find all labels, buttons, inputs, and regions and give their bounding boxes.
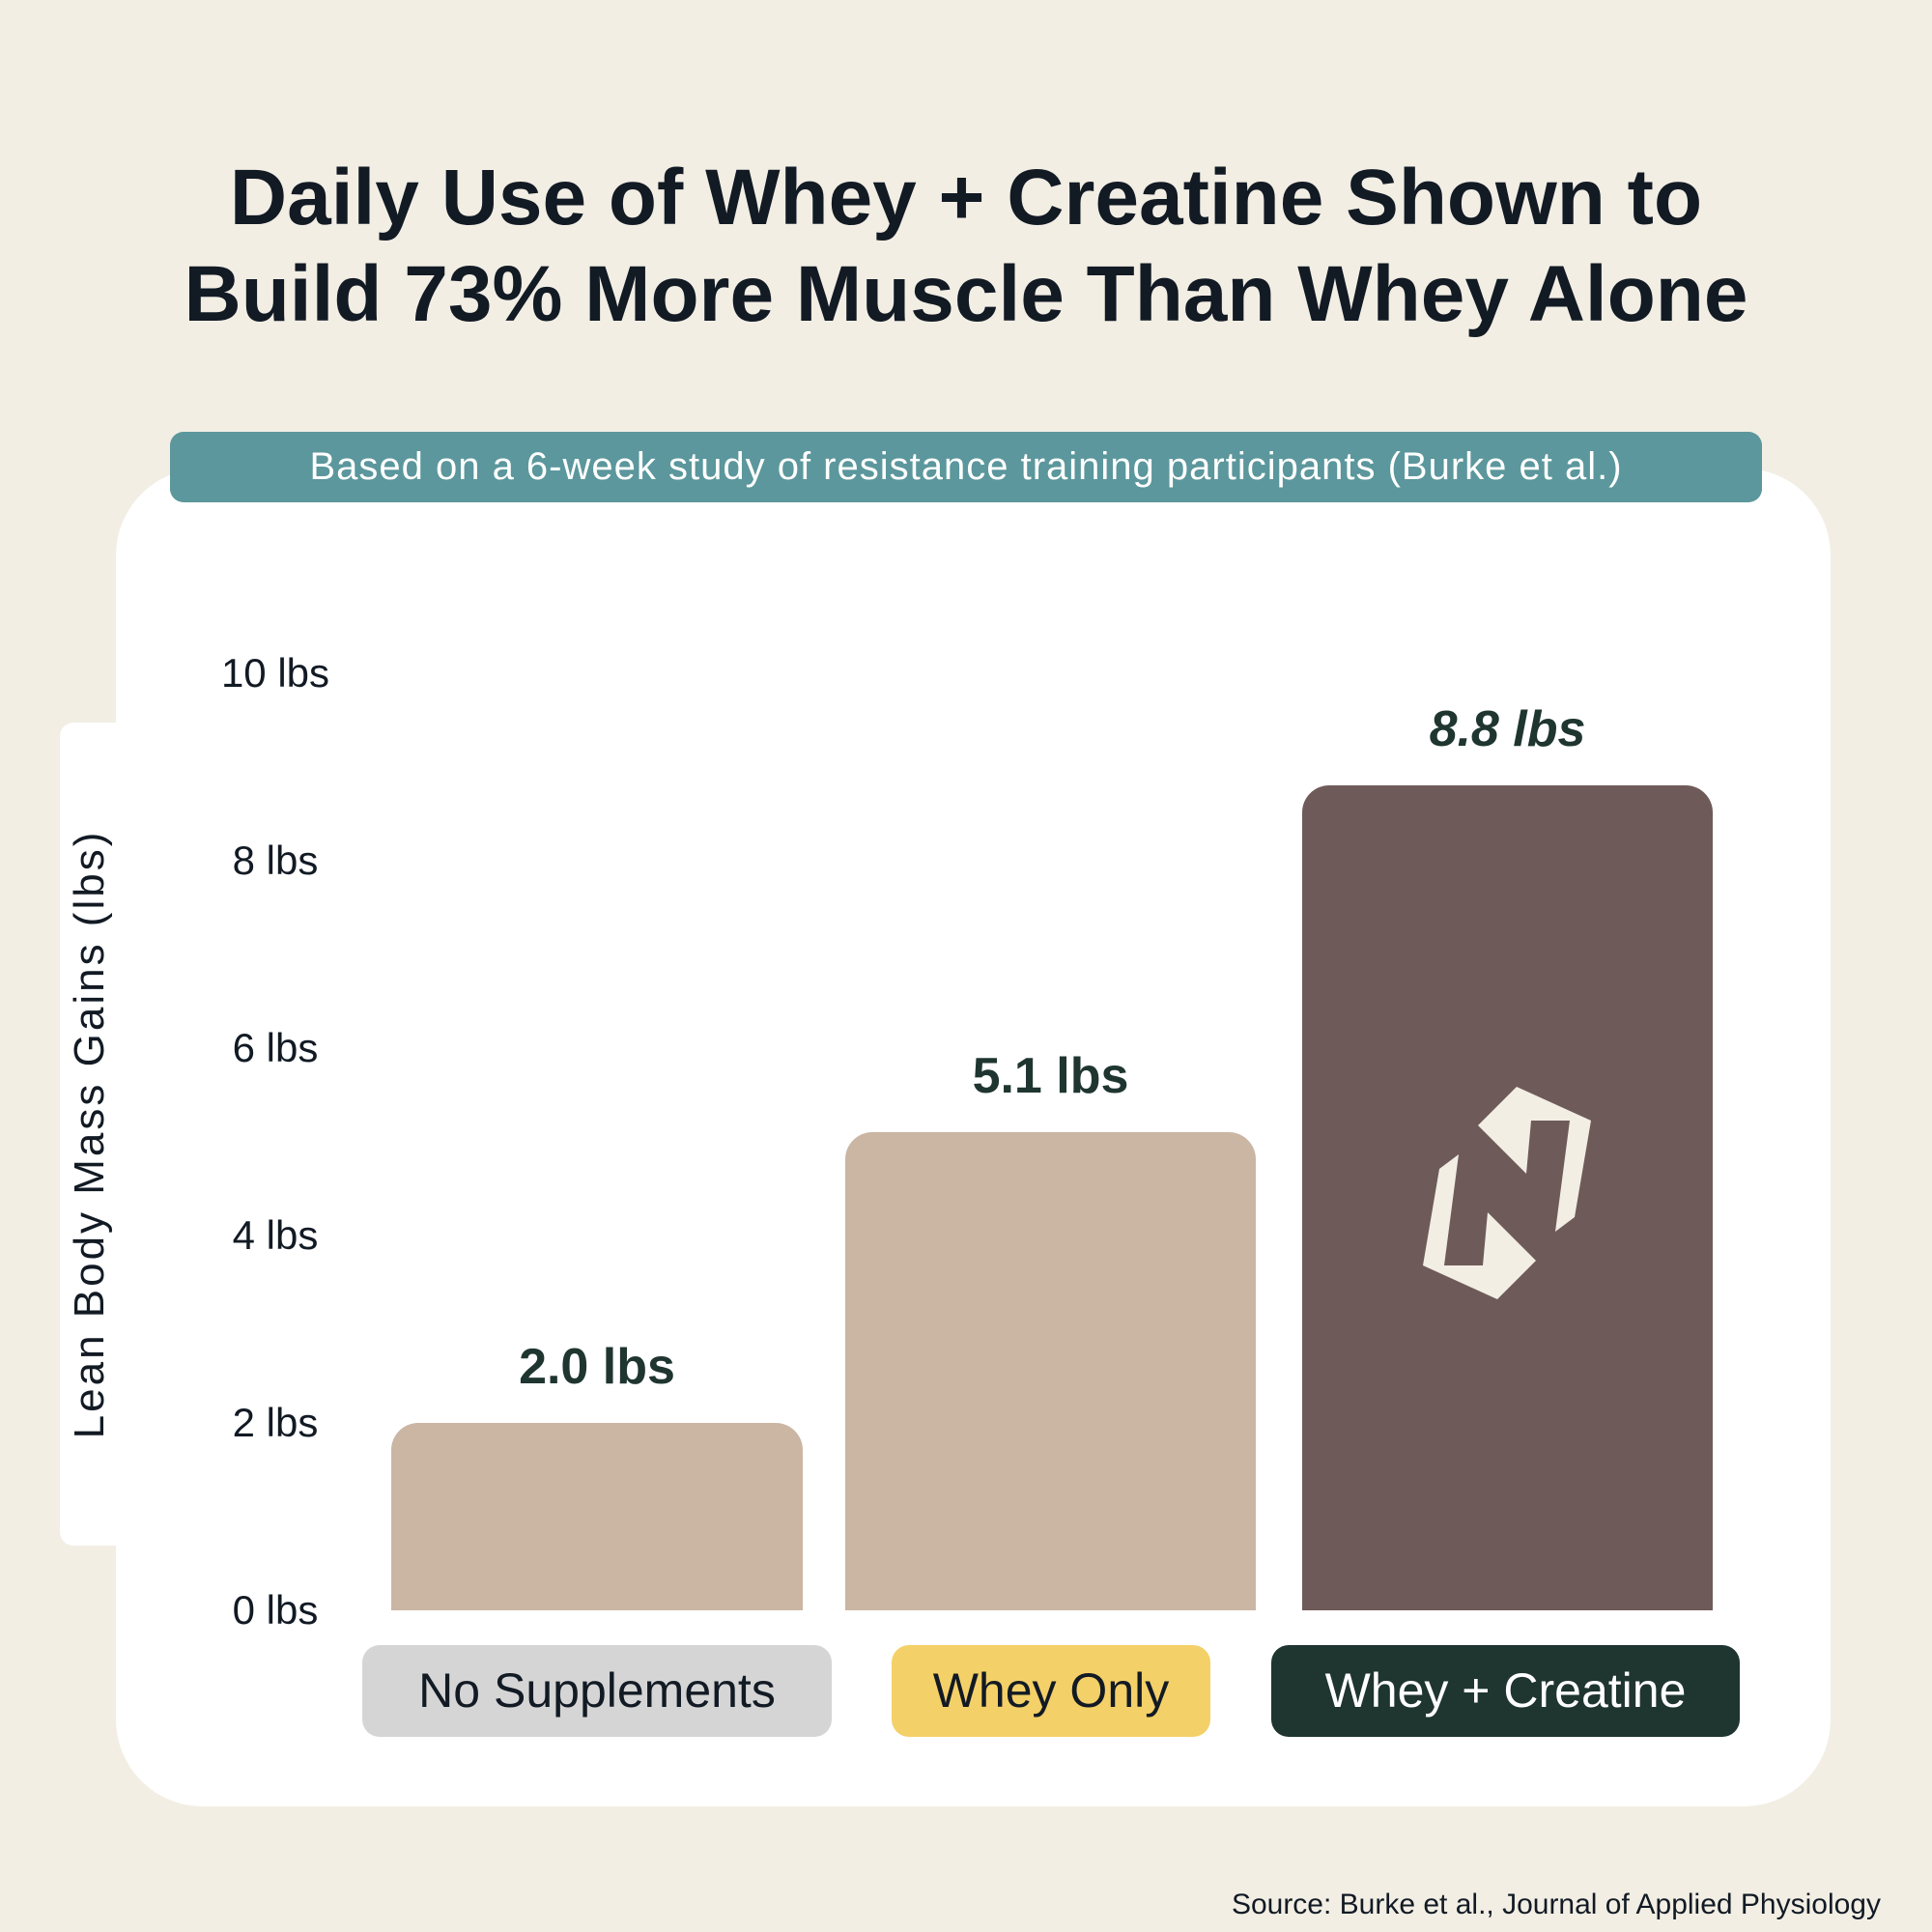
y-tick-label: 0 lbs bbox=[232, 1587, 319, 1633]
y-tick-label: 4 lbs bbox=[232, 1212, 319, 1258]
y-axis-label-background bbox=[60, 723, 120, 1546]
category-label: Whey + Creatine bbox=[1271, 1645, 1740, 1737]
brand-arrows-icon bbox=[1423, 1087, 1591, 1299]
y-axis-label: Lean Body Mass Gains (lbs) bbox=[66, 829, 113, 1439]
category-label: No Supplements bbox=[362, 1645, 832, 1737]
chart-title: Daily Use of Whey + Creatine Shown to Bu… bbox=[0, 150, 1932, 343]
y-tick-label: 2 lbs bbox=[232, 1400, 319, 1445]
data-label: 2.0 lbs bbox=[519, 1339, 675, 1395]
bar bbox=[1302, 785, 1713, 1610]
chart-title-line-2: Build 73% More Muscle Than Whey Alone bbox=[184, 250, 1748, 338]
category-label: Whey Only bbox=[892, 1645, 1210, 1737]
source-citation: Source: Burke et al., Journal of Applied… bbox=[1231, 1889, 1881, 1920]
study-subtitle: Based on a 6-week study of resistance tr… bbox=[170, 432, 1762, 502]
chart-title-line-1: Daily Use of Whey + Creatine Shown to bbox=[229, 154, 1703, 242]
y-tick-label: 8 lbs bbox=[232, 838, 319, 883]
y-tick-label: 10 lbs bbox=[220, 650, 330, 696]
data-label: 8.8 lbs bbox=[1429, 701, 1586, 758]
data-label: 5.1 lbs bbox=[972, 1048, 1129, 1105]
bar bbox=[391, 1423, 803, 1610]
y-tick-label: 6 lbs bbox=[232, 1025, 319, 1070]
bar bbox=[845, 1132, 1256, 1610]
